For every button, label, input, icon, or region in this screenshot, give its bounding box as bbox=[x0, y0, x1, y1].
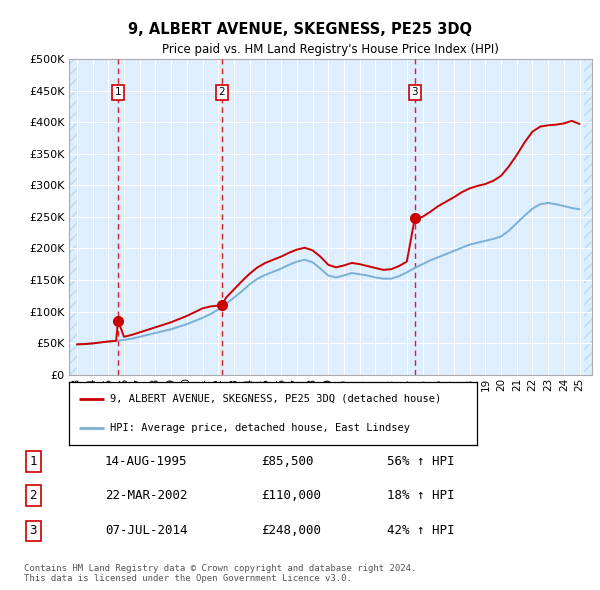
Text: 07-JUL-2014: 07-JUL-2014 bbox=[105, 525, 187, 537]
Title: Price paid vs. HM Land Registry's House Price Index (HPI): Price paid vs. HM Land Registry's House … bbox=[162, 44, 499, 57]
Bar bbox=[69, 59, 77, 375]
Text: 18% ↑ HPI: 18% ↑ HPI bbox=[387, 489, 455, 502]
Text: 42% ↑ HPI: 42% ↑ HPI bbox=[387, 525, 455, 537]
Text: 2: 2 bbox=[29, 489, 37, 502]
Text: HPI: Average price, detached house, East Lindsey: HPI: Average price, detached house, East… bbox=[110, 423, 410, 433]
Text: 2: 2 bbox=[218, 87, 225, 97]
Text: 56% ↑ HPI: 56% ↑ HPI bbox=[387, 455, 455, 468]
Text: Contains HM Land Registry data © Crown copyright and database right 2024.
This d: Contains HM Land Registry data © Crown c… bbox=[24, 563, 416, 583]
Text: £110,000: £110,000 bbox=[261, 489, 321, 502]
Text: 1: 1 bbox=[29, 455, 37, 468]
Text: 22-MAR-2002: 22-MAR-2002 bbox=[105, 489, 187, 502]
Text: 3: 3 bbox=[412, 87, 418, 97]
Text: 9, ALBERT AVENUE, SKEGNESS, PE25 3DQ (detached house): 9, ALBERT AVENUE, SKEGNESS, PE25 3DQ (de… bbox=[110, 394, 441, 404]
Bar bbox=[584, 59, 592, 375]
Text: 3: 3 bbox=[29, 525, 37, 537]
Text: 9, ALBERT AVENUE, SKEGNESS, PE25 3DQ: 9, ALBERT AVENUE, SKEGNESS, PE25 3DQ bbox=[128, 22, 472, 37]
Text: 14-AUG-1995: 14-AUG-1995 bbox=[105, 455, 187, 468]
Text: 1: 1 bbox=[115, 87, 121, 97]
Text: £248,000: £248,000 bbox=[261, 525, 321, 537]
Text: £85,500: £85,500 bbox=[261, 455, 314, 468]
